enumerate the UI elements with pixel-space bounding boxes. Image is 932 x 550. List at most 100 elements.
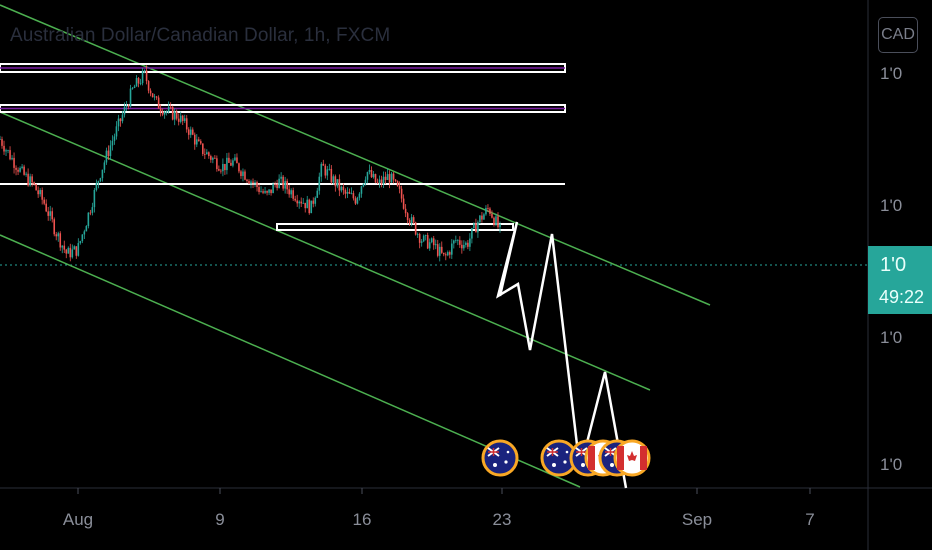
candle-up — [123, 106, 126, 115]
candle-down — [47, 211, 49, 216]
candle-down — [151, 93, 154, 98]
candle-up — [21, 166, 23, 169]
candle-down — [491, 213, 493, 218]
candle-up — [163, 111, 166, 115]
candle-down — [185, 118, 188, 130]
candlestick-series — [0, 65, 501, 262]
candle-up — [479, 215, 481, 223]
candle-up — [318, 176, 321, 191]
candle-down — [220, 170, 222, 172]
candle-up — [284, 180, 286, 189]
candle-down — [440, 246, 443, 253]
candle-up — [272, 184, 274, 194]
candle-up — [446, 252, 449, 256]
candle-down — [45, 203, 47, 212]
candle-down — [330, 168, 333, 183]
candle-up — [254, 182, 256, 183]
candle-up — [71, 249, 74, 258]
candle-down — [59, 233, 62, 248]
candle-down — [214, 157, 216, 159]
candle-up — [117, 118, 120, 127]
channel-lower-line[interactable] — [0, 234, 581, 488]
candle-down — [354, 198, 357, 204]
candle-up — [121, 114, 124, 122]
candle-up — [428, 242, 431, 249]
candle-down — [202, 143, 204, 155]
candle-down — [296, 200, 298, 204]
candle-up — [366, 172, 369, 180]
candle-up — [141, 71, 144, 84]
candle-up — [336, 179, 339, 187]
candle-down — [266, 190, 268, 193]
candle-down — [276, 184, 278, 189]
candle-up — [358, 193, 361, 198]
projection-path[interactable] — [496, 221, 628, 489]
australia-flag-icon[interactable] — [540, 439, 578, 477]
candle-down — [53, 219, 56, 235]
candle-down — [348, 191, 351, 194]
candle-down — [300, 201, 303, 204]
candle-down — [475, 223, 477, 233]
candle-down — [288, 189, 290, 195]
candle-down — [177, 118, 180, 122]
candle-down — [489, 208, 491, 214]
time-tick-label: 7 — [805, 510, 815, 529]
candle-up — [320, 163, 323, 177]
canada-flag-icon[interactable] — [613, 439, 651, 477]
candle-down — [308, 199, 311, 214]
candle-up — [260, 191, 262, 193]
candle-down — [270, 189, 272, 194]
candle-up — [332, 176, 335, 183]
candle-up — [125, 106, 128, 107]
candle-down — [394, 179, 397, 182]
currency-button[interactable]: CAD — [878, 17, 918, 53]
candle-up — [73, 246, 76, 250]
candle-up — [372, 174, 375, 178]
candle-up — [410, 217, 413, 224]
candle-down — [218, 169, 220, 171]
support-zone-small[interactable] — [276, 223, 514, 231]
candle-down — [444, 254, 447, 256]
candle-up — [356, 197, 359, 204]
candle-up — [453, 240, 455, 244]
channel-upper-line[interactable] — [0, 4, 711, 306]
candle-down — [175, 111, 178, 119]
candle-up — [382, 176, 385, 184]
candle-down — [459, 240, 461, 245]
candle-down — [324, 165, 327, 176]
candle-down — [294, 198, 296, 201]
australia-flag-icon[interactable] — [481, 439, 519, 477]
candle-up — [83, 231, 86, 235]
channel-middle-line[interactable] — [0, 111, 651, 391]
candle-down — [89, 212, 92, 214]
candle-up — [212, 157, 214, 160]
candle-down — [65, 249, 68, 254]
candle-down — [442, 252, 445, 255]
candle-up — [183, 118, 186, 121]
candle-up — [115, 126, 118, 137]
candle-down — [380, 179, 383, 184]
candle-up — [278, 178, 280, 189]
candle-down — [13, 157, 15, 168]
candle-up — [173, 111, 176, 120]
time-axis-ticks — [77, 488, 811, 494]
time-tick-label: 23 — [492, 510, 512, 529]
time-tick-label: 9 — [215, 510, 225, 529]
event-icons — [481, 439, 651, 477]
candle-down — [244, 171, 246, 180]
candle-down — [388, 174, 391, 183]
candle-down — [55, 234, 58, 237]
candle-down — [238, 163, 240, 172]
candle-down — [216, 158, 218, 170]
candle-down — [256, 182, 258, 188]
candle-down — [282, 176, 284, 189]
candle-up — [386, 174, 389, 180]
candle-down — [107, 150, 110, 157]
candle-down — [418, 234, 421, 243]
candle-down — [400, 188, 403, 199]
candle-up — [25, 173, 27, 175]
candle-down — [63, 245, 66, 250]
candle-up — [457, 240, 459, 242]
candle-down — [208, 152, 210, 157]
